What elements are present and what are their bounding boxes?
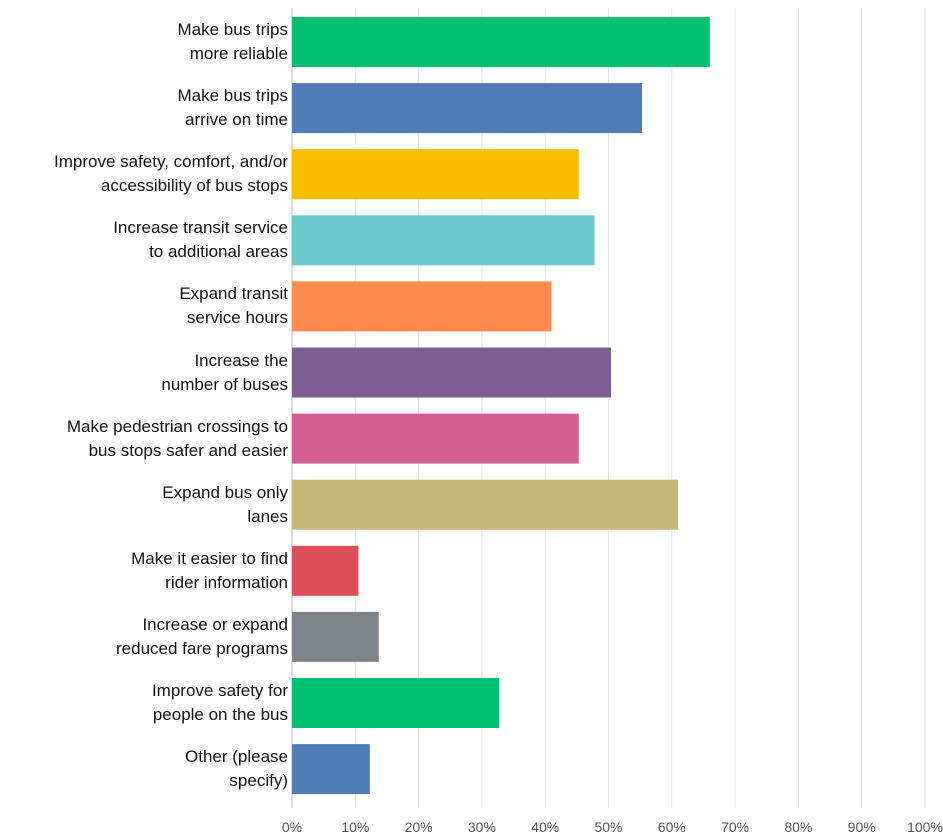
- x-tick-label: 40%: [531, 819, 559, 835]
- category-label-line: rider information: [165, 572, 288, 592]
- category-label: Expand transit service hours: [0, 282, 288, 330]
- category-label-line: to additional areas: [149, 242, 288, 262]
- category-label-line: more reliable: [189, 44, 288, 63]
- category-label: Improve safety for people on the bus: [0, 679, 288, 727]
- category-label-line: lanes: [247, 506, 288, 526]
- x-axis-ticks: 0% 10% 20% 30% 40% 50% 60% 70% 80% 90% 100%: [282, 819, 943, 835]
- x-tick-label: 0%: [282, 819, 302, 835]
- category-label-line: arrive on time: [185, 110, 288, 130]
- category-label-line: Make it easier to find: [131, 548, 288, 568]
- category-label: Increase the number of buses: [0, 349, 288, 397]
- category-label-line: bus stops safer and easier: [88, 440, 288, 460]
- category-label-line: service hours: [186, 308, 288, 328]
- category-label-line: Improve safety, comfort, and/or: [54, 152, 288, 172]
- category-label-line: Expand transit: [179, 284, 288, 304]
- category-label: Make it easier to find rider information: [0, 547, 288, 595]
- category-label-line: Make pedestrian crossings to: [66, 416, 288, 436]
- category-label-line: people on the bus: [152, 705, 288, 724]
- x-tick-label: 70%: [721, 819, 749, 835]
- x-tick-label: 10%: [341, 819, 369, 835]
- x-tick-label: 50%: [594, 819, 622, 835]
- bar: [292, 611, 379, 662]
- category-label: Make bus trips more reliable: [0, 18, 288, 66]
- category-label: Make bus trips arrive on time: [0, 84, 288, 132]
- bars: [292, 17, 710, 795]
- bar: [292, 744, 370, 795]
- x-tick-label: 60%: [658, 819, 686, 835]
- bar: [292, 83, 643, 134]
- category-label-line: number of buses: [161, 374, 288, 394]
- category-label: Improve safety, comfort, and/or accessibi…: [0, 150, 288, 198]
- category-label-line: Expand bus only: [162, 482, 288, 502]
- x-tick-label: 80%: [784, 819, 812, 835]
- category-label-line: accessibility of bus stops: [100, 176, 288, 196]
- bar: [292, 347, 612, 398]
- bar: [292, 678, 499, 728]
- category-label-line: Make bus trips: [177, 86, 288, 106]
- category-label-line: Make bus trips: [177, 20, 288, 39]
- bar: [292, 545, 359, 596]
- category-label: Other (please specify): [0, 745, 288, 793]
- gridlines: [291, 8, 926, 808]
- bar: [292, 479, 679, 530]
- category-label: Make pedestrian crossings to bus stops sa…: [0, 415, 288, 463]
- category-label: Increase transit service to additional ar…: [0, 216, 288, 264]
- x-tick-label: 30%: [468, 819, 496, 835]
- bar: [292, 149, 579, 200]
- x-tick-label: 20%: [405, 819, 433, 835]
- bar: [292, 413, 579, 464]
- category-label-line: Increase transit service: [113, 218, 288, 238]
- category-label-line: Increase or expand: [142, 614, 288, 634]
- category-label-line: reduced fare programs: [116, 638, 288, 658]
- category-label-line: Other (please: [185, 747, 288, 767]
- bar: [292, 281, 552, 332]
- category-label-line: Improve safety for: [151, 681, 288, 700]
- category-label-line: Increase the: [194, 350, 288, 370]
- bar: [292, 17, 710, 67]
- category-label: Expand bus only lanes: [0, 481, 288, 529]
- bar: [292, 215, 595, 266]
- category-label-line: specify): [229, 771, 288, 791]
- x-tick-label: 100%: [907, 819, 943, 835]
- x-tick-label: 90%: [848, 819, 876, 835]
- category-label: Increase or expand reduced fare programs: [0, 613, 288, 661]
